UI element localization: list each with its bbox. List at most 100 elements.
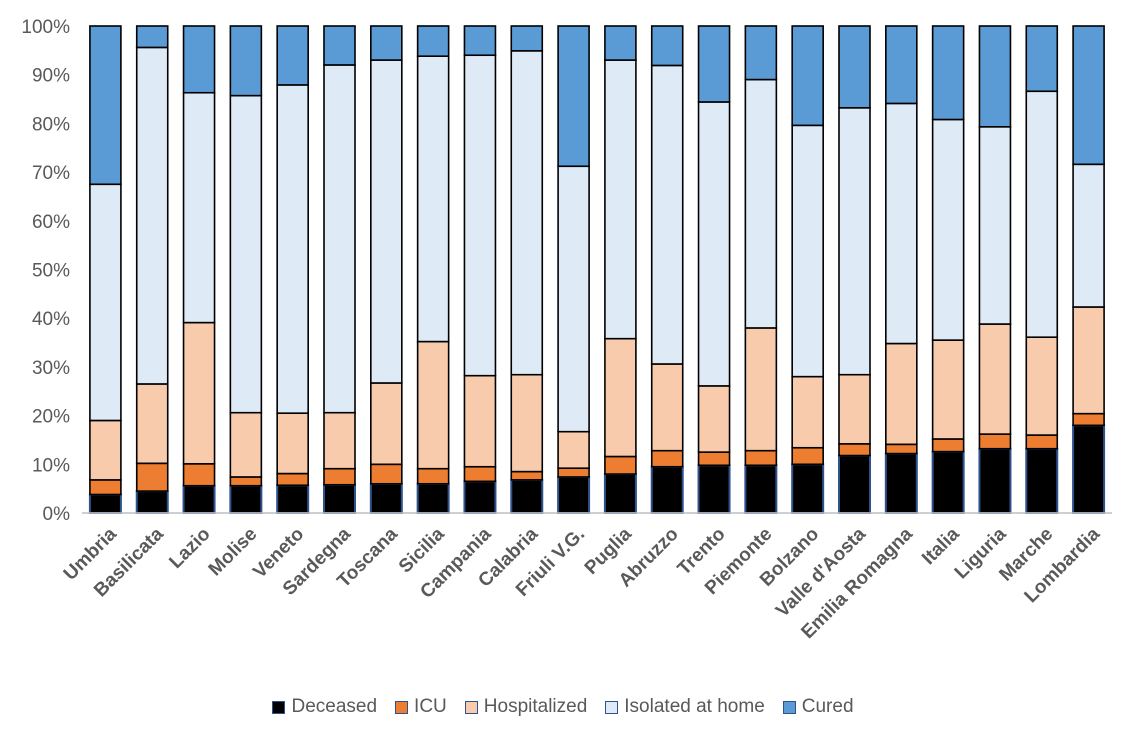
bar-segment-isolated-at-home xyxy=(978,126,1012,325)
bar-segment-deceased xyxy=(229,484,263,514)
bar-segment-hospitalized xyxy=(416,340,450,470)
bar-segment-isolated-at-home xyxy=(463,54,497,377)
bar-segment-isolated-at-home xyxy=(1025,90,1059,338)
bar-segment-cured xyxy=(229,25,263,97)
x-axis-tick-labels: UmbriaBasilicataLazioMoliseVenetoSardegn… xyxy=(60,523,1105,643)
bar-segment-cured xyxy=(182,25,216,94)
bar-stack xyxy=(744,25,778,514)
bar-segment-cured xyxy=(650,25,684,67)
bar-segment-icu xyxy=(229,476,263,487)
bar-segment-deceased xyxy=(838,454,871,514)
bar-segment-hospitalized xyxy=(885,342,918,446)
bar-segment-deceased xyxy=(650,465,684,514)
bar-segment-deceased xyxy=(978,447,1012,514)
bar-segment-cured xyxy=(978,25,1012,128)
bar-segment-deceased xyxy=(510,478,544,515)
bar-stack xyxy=(650,25,684,514)
bar-segment-hospitalized xyxy=(229,411,263,478)
legend-item: Isolated at home xyxy=(605,696,765,718)
bar-segment-hospitalized xyxy=(978,323,1012,435)
bar-segment-cured xyxy=(323,25,356,66)
bar-segment-deceased xyxy=(88,493,122,514)
legend-swatch xyxy=(605,700,619,714)
legend-swatch xyxy=(272,700,286,714)
bar-segment-isolated-at-home xyxy=(650,64,684,365)
legend-item: Hospitalized xyxy=(464,696,587,718)
bar-segment-hospitalized xyxy=(510,373,544,473)
y-tick-label: 100% xyxy=(21,17,70,38)
bar-segment-hospitalized xyxy=(276,412,309,475)
bar-segment-icu xyxy=(838,443,871,457)
bar-stack xyxy=(838,25,871,514)
bar-segment-cured xyxy=(89,25,122,186)
bar-segment-icu xyxy=(416,467,450,485)
bar-stack xyxy=(510,25,544,515)
bar-segment-cured xyxy=(1025,25,1059,93)
bar-segment-icu xyxy=(557,467,590,478)
legend-label: Deceased xyxy=(291,696,378,717)
bar-segment-cured xyxy=(510,25,544,52)
bar-stack xyxy=(697,25,731,514)
bar-segment-deceased xyxy=(1025,447,1059,514)
bar-segment-isolated-at-home xyxy=(697,101,731,387)
y-tick-label: 20% xyxy=(32,407,70,428)
y-axis-tick-labels: 0% 10% 20% 30% 40% 50% 60% 70% 80% 90% 100% xyxy=(21,17,70,525)
y-tick-label: 70% xyxy=(32,163,70,184)
bar-segment-cured xyxy=(463,25,497,57)
bar-segment-cured xyxy=(370,25,403,61)
bar-segment-icu xyxy=(370,463,403,485)
bar-segment-hospitalized xyxy=(370,382,403,466)
bar-segment-isolated-at-home xyxy=(135,46,169,385)
bar-segment-icu xyxy=(323,467,356,486)
bar-segment-hospitalized xyxy=(650,363,684,452)
bar-segment-cured xyxy=(744,25,778,81)
bar-segment-icu xyxy=(978,433,1012,450)
bar-segment-hospitalized xyxy=(557,430,590,469)
bar-segment-icu xyxy=(791,446,824,466)
bar-stack xyxy=(463,25,497,515)
bar-segment-icu xyxy=(89,479,122,496)
bar-segment-isolated-at-home xyxy=(89,183,122,422)
bar-segment-hospitalized xyxy=(89,419,122,481)
bar-stack xyxy=(135,25,169,514)
bar-stack xyxy=(884,25,918,514)
bar-segment-deceased xyxy=(884,452,918,514)
bar-segment-hospitalized xyxy=(744,327,778,452)
legend-swatch xyxy=(782,700,796,714)
bar-segment-hospitalized xyxy=(323,411,356,470)
bar-segment-cured xyxy=(791,25,824,127)
bar-segment-isolated-at-home xyxy=(557,165,590,433)
bar-stack xyxy=(369,25,403,514)
y-tick-label: 80% xyxy=(32,114,70,135)
bar-stack xyxy=(323,25,356,514)
legend-item: Deceased xyxy=(272,696,377,718)
y-tick-label: 30% xyxy=(32,358,70,379)
bar-segment-icu xyxy=(182,463,216,487)
bar-segment-hospitalized xyxy=(697,385,731,453)
bar-segment-cured xyxy=(931,25,965,121)
bar-segment-cured xyxy=(885,25,918,105)
legend: Deceased ICU Hospitalized Isolated at home C… xyxy=(0,696,1126,718)
bar-stack xyxy=(276,25,310,514)
bar-segment-cured xyxy=(1072,25,1105,166)
bar-segment-isolated-at-home xyxy=(510,50,544,376)
bar-segment-deceased xyxy=(323,483,356,514)
bar-segment-icu xyxy=(463,465,497,483)
bar-segment-icu xyxy=(885,443,918,455)
bar-segment-deceased xyxy=(182,484,216,514)
bar-segment-cured xyxy=(416,25,450,57)
bar-stack xyxy=(1025,25,1059,514)
bar-segment-isolated-at-home xyxy=(885,102,918,345)
bar-segment-isolated-at-home xyxy=(182,91,216,324)
bar-segment-deceased xyxy=(697,464,731,514)
bar-stack xyxy=(791,25,825,514)
bar-segment-icu xyxy=(931,438,965,453)
bar-segment-deceased xyxy=(603,473,637,515)
legend-item: Cured xyxy=(782,696,854,718)
bar-segment-deceased xyxy=(369,482,403,514)
bar-segment-icu xyxy=(604,455,637,475)
bar-segment-isolated-at-home xyxy=(276,84,309,414)
bar-segment-deceased xyxy=(557,475,591,515)
bar-segment-cured xyxy=(276,25,309,86)
bar-stack xyxy=(603,25,637,515)
